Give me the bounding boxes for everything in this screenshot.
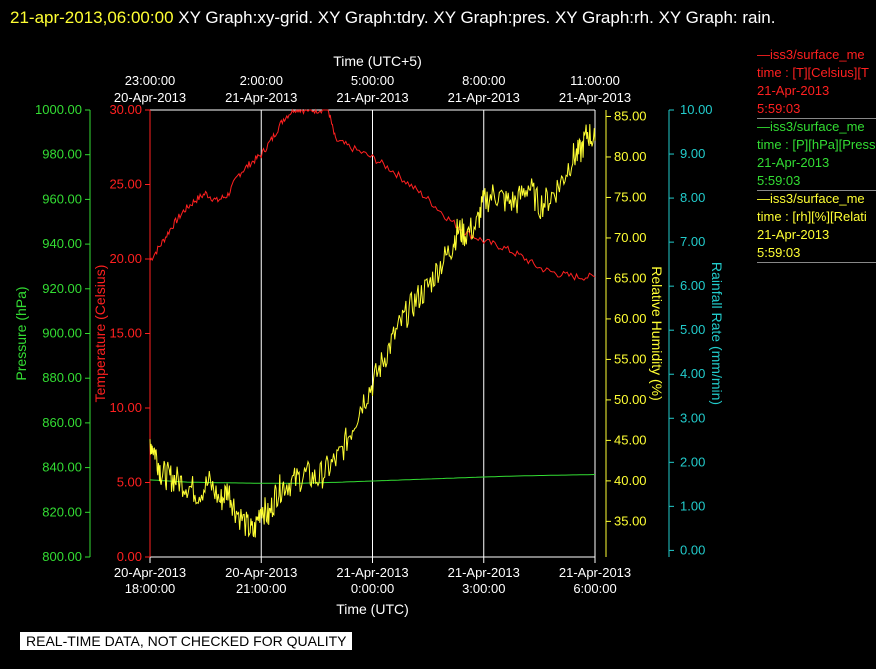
x-top-axis-label: Time (UTC+5) [333, 53, 422, 69]
temperature-tick-label: 20.00 [109, 251, 142, 266]
rain-tick-label: 10.00 [680, 102, 713, 117]
x-tick-date: 21-Apr-2013 [448, 565, 520, 580]
pressure-axis-label: Pressure (hPa) [13, 286, 29, 380]
legend-time: 5:59:03 [757, 101, 801, 116]
x-tick-time: 6:00:00 [573, 581, 616, 596]
rain-tick-label: 1.00 [680, 498, 705, 513]
x-top-tick-time: 23:00:00 [125, 73, 176, 88]
rh-tick-label: 65.00 [614, 270, 647, 285]
rain-axis-label: Rainfall Rate (mm/min) [709, 262, 725, 405]
legend-name: —iss3/surface_me [757, 119, 865, 134]
x-top-tick-date: 20-Apr-2013 [114, 90, 186, 105]
x-top-tick-date: 21-Apr-2013 [448, 90, 520, 105]
pressure-tick-label: 920.00 [42, 281, 82, 296]
pressure-tick-label: 1000.00 [35, 102, 82, 117]
legend-name: —iss3/surface_me [757, 191, 865, 206]
x-axis-label: Time (UTC) [336, 601, 409, 617]
rh-tick-label: 85.00 [614, 108, 647, 123]
x-tick-time: 3:00:00 [462, 581, 505, 596]
temperature-tick-label: 10.00 [109, 400, 142, 415]
temperature-axis-label: Temperature (Celsius) [92, 265, 108, 403]
pressure-tick-label: 900.00 [42, 326, 82, 341]
temperature-tick-label: 15.00 [109, 326, 142, 341]
temperature-tick-label: 30.00 [109, 102, 142, 117]
legend-separator [757, 262, 876, 263]
quality-note: REAL-TIME DATA, NOT CHECKED FOR QUALITY [20, 632, 353, 650]
pressure-tick-label: 980.00 [42, 147, 82, 162]
legend-separator [757, 118, 876, 119]
rh-tick-label: 50.00 [614, 392, 647, 407]
rain-tick-label: 7.00 [680, 234, 705, 249]
x-tick-time: 0:00:00 [351, 581, 394, 596]
legend-line: time : [P][hPa][Press [757, 137, 876, 152]
pressure-tick-label: 840.00 [42, 460, 82, 475]
legend-time: 5:59:03 [757, 245, 801, 260]
rh-tick-label: 75.00 [614, 189, 647, 204]
rain-tick-label: 5.00 [680, 322, 705, 337]
x-tick-time: 18:00:00 [125, 581, 176, 596]
temperature-tick-label: 25.00 [109, 177, 142, 192]
legend-line: time : [T][Celsius][T [757, 65, 869, 80]
rh-tick-label: 35.00 [614, 513, 647, 528]
x-tick-date: 20-Apr-2013 [114, 565, 186, 580]
pressure-tick-label: 960.00 [42, 191, 82, 206]
temperature-series-line [149, 108, 596, 281]
graph-list: XY Graph:xy-grid. XY Graph:tdry. XY Grap… [173, 8, 776, 27]
x-top-tick-time: 11:00:00 [570, 73, 620, 88]
temperature-tick-label: 5.00 [117, 475, 142, 490]
pressure-tick-label: 860.00 [42, 415, 82, 430]
rh-tick-label: 60.00 [614, 311, 647, 326]
rain-tick-label: 8.00 [680, 190, 705, 205]
x-tick-date: 21-Apr-2013 [559, 565, 631, 580]
x-top-tick-date: 21-Apr-2013 [225, 90, 297, 105]
rain-tick-label: 4.00 [680, 366, 705, 381]
x-top-tick-time: 8:00:00 [462, 73, 505, 88]
rain-tick-label: 6.00 [680, 278, 705, 293]
x-tick-date: 20-Apr-2013 [225, 565, 297, 580]
pressure-tick-label: 880.00 [42, 370, 82, 385]
x-top-tick-date: 21-Apr-2013 [559, 90, 631, 105]
rh-tick-label: 40.00 [614, 473, 647, 488]
rh-tick-label: 55.00 [614, 351, 647, 366]
rain-tick-label: 3.00 [680, 410, 705, 425]
x-top-tick-date: 21-Apr-2013 [336, 90, 408, 105]
legend-time: 5:59:03 [757, 173, 801, 188]
legend-line: time : [rh][%][Relati [757, 209, 867, 224]
legend-date: 21-Apr-2013 [757, 227, 830, 242]
x-tick-date: 21-Apr-2013 [336, 565, 408, 580]
timestamp: 21-apr-2013,06:00:00 [10, 8, 174, 27]
rain-tick-label: 0.00 [680, 542, 705, 557]
legend-date: 21-Apr-2013 [757, 155, 830, 170]
pressure-series-line [149, 474, 596, 484]
rh-tick-label: 80.00 [614, 149, 647, 164]
rh-tick-label: 45.00 [614, 432, 647, 447]
rain-tick-label: 9.00 [680, 146, 705, 161]
legend-separator [757, 190, 876, 191]
x-top-tick-time: 2:00:00 [240, 73, 283, 88]
rain-tick-label: 2.00 [680, 454, 705, 469]
rh-axis-label: Relative Humidity (%) [649, 266, 665, 401]
x-top-tick-time: 5:00:00 [351, 73, 394, 88]
pressure-tick-label: 820.00 [42, 504, 82, 519]
rh-tick-label: 70.00 [614, 230, 647, 245]
rh-series-line [149, 124, 596, 538]
pressure-tick-label: 940.00 [42, 236, 82, 251]
x-tick-time: 21:00:00 [236, 581, 287, 596]
temperature-tick-label: 0.00 [117, 549, 142, 564]
pressure-tick-label: 800.00 [42, 549, 82, 564]
legend-name: —iss3/surface_me [757, 47, 865, 62]
legend-date: 21-Apr-2013 [757, 83, 830, 98]
